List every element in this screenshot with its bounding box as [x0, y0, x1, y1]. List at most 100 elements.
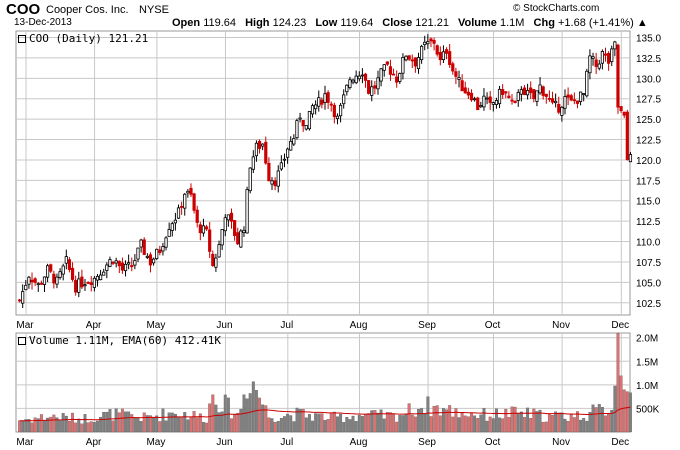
candle-body [507, 95, 511, 98]
volume-bar [438, 415, 442, 433]
stockcharts-brand[interactable]: © StockCharts.com [513, 3, 600, 14]
price-legend-text: COO (Daily) 121.21 [29, 32, 149, 45]
volume-bar [594, 407, 598, 433]
candle-body [370, 86, 374, 96]
x-tick-label: Apr [86, 320, 102, 331]
volume-bar [71, 412, 74, 433]
volume-bar [292, 421, 296, 433]
volume-bar [563, 418, 567, 433]
candle-body [326, 92, 330, 103]
candle-body [170, 223, 174, 231]
candle-body [485, 97, 489, 100]
candle-body [451, 63, 455, 72]
candle-body [245, 189, 249, 234]
volume-bar [201, 422, 205, 433]
y-tick-label: 107.5 [636, 258, 661, 269]
volume-bar [513, 406, 517, 433]
candle-body [33, 278, 37, 283]
candle-body [463, 87, 467, 94]
volume-bar [273, 422, 277, 433]
volume-bar [364, 414, 367, 433]
volume-bar [258, 397, 261, 433]
quote-date: 13-Dec-2013 [14, 17, 72, 28]
y-tick-label: 110.0 [636, 238, 661, 249]
candle-body [541, 86, 545, 96]
candle-body [563, 96, 567, 109]
volume-bar [569, 414, 573, 433]
volume-bar [526, 407, 530, 433]
volume-bar [385, 412, 389, 433]
candle-body [416, 57, 421, 69]
volume-bar [367, 413, 371, 433]
candle-body [423, 41, 427, 46]
volume-bar [170, 412, 174, 433]
volume-bar [130, 414, 134, 433]
candle-body [560, 106, 564, 116]
volume-bar [329, 412, 333, 433]
volume-bar [46, 417, 50, 433]
volume-bar [535, 411, 539, 433]
candle-body [220, 229, 224, 246]
candle-body [264, 141, 268, 164]
volume-bar [625, 391, 629, 433]
open-label: Open [172, 17, 201, 29]
candle-body [476, 97, 480, 111]
candle-body [86, 282, 90, 284]
volume-bar [332, 411, 336, 433]
volume-bar [317, 413, 321, 433]
candle-body [401, 57, 405, 74]
volume-bar [30, 422, 34, 433]
volume-bar [180, 416, 184, 433]
close-value: 121.21 [415, 17, 449, 29]
volume-bar [24, 419, 28, 433]
volume-bar [451, 416, 455, 433]
candle-body [444, 49, 449, 54]
volume-bar [39, 414, 43, 433]
volume-bar [401, 415, 405, 433]
y-tick-label: 1.0M [636, 381, 658, 392]
candle-body [616, 44, 620, 108]
candle-body [610, 48, 614, 63]
volume-bar [279, 417, 283, 433]
chart-header: COO Cooper Cos. Inc. NYSE 13-Dec-2013 © … [0, 0, 680, 30]
candle-body [17, 299, 22, 302]
candle-body [292, 138, 296, 145]
volume-bar [83, 414, 87, 433]
candle-body [301, 120, 305, 127]
volume-bar [448, 405, 452, 433]
volume-bar [239, 409, 243, 433]
volume-bar [61, 413, 65, 433]
volume-bar [420, 408, 424, 433]
candle-body [338, 104, 343, 117]
candle-body [388, 66, 393, 75]
volume-bar [370, 410, 374, 433]
candle-body [298, 117, 302, 120]
volume-bar [33, 417, 37, 433]
candle-body [155, 248, 159, 260]
candle-body [310, 105, 315, 115]
volume-bar [576, 411, 579, 433]
candle-body [516, 92, 520, 101]
candle-body [466, 91, 470, 96]
candle-body [525, 90, 530, 96]
x-tick-label: Nov [552, 437, 570, 448]
y-tick-label: 120.0 [636, 156, 661, 167]
chg-value: +1.68 (+1.41%) ▲ [557, 17, 648, 29]
candle-body [448, 51, 452, 65]
candle-body [535, 90, 539, 102]
volume-bar [600, 406, 604, 433]
candle-body [77, 278, 81, 293]
candle-body [74, 280, 78, 293]
candle-body [332, 104, 336, 118]
candle-body [289, 140, 293, 151]
candle-body [276, 170, 280, 187]
volume-bar [407, 403, 411, 433]
y-tick-label: 2.0M [636, 334, 658, 345]
candle-body [547, 97, 552, 100]
candle-body [510, 99, 514, 102]
volume-bar [236, 412, 240, 433]
candle-body [64, 256, 68, 264]
volume-bar [155, 415, 159, 433]
candle-body [127, 262, 131, 265]
